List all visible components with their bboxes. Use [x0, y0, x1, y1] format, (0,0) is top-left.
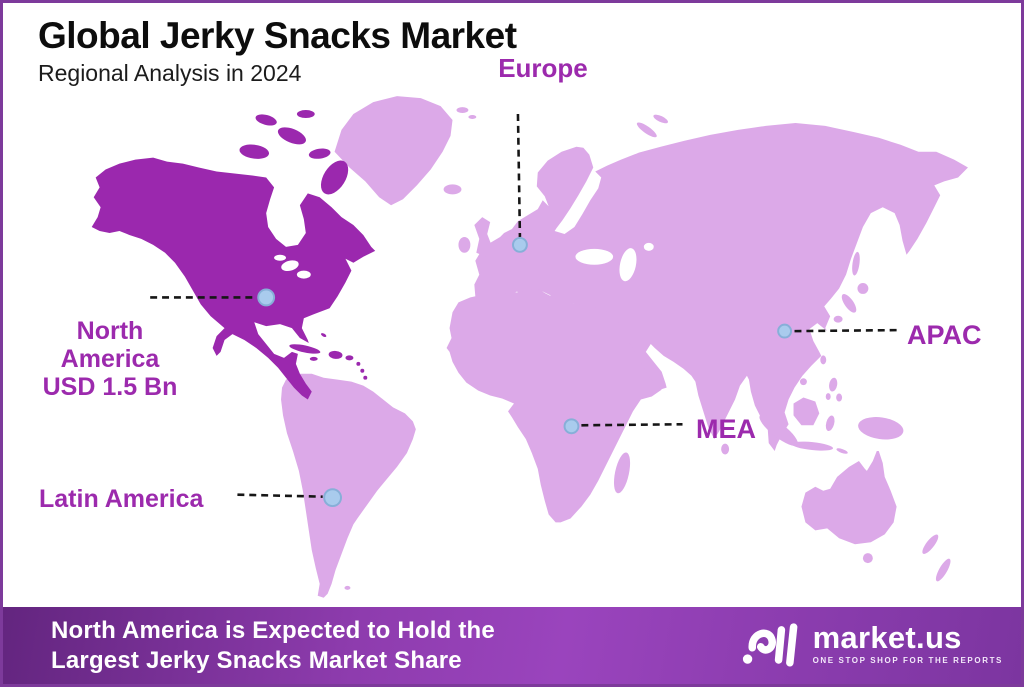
- header: Global Jerky Snacks Market Regional Anal…: [38, 15, 517, 87]
- region-europe-asia: [458, 114, 968, 455]
- region-label-north-america-line2: America: [60, 345, 160, 373]
- latin-america-marker: [323, 488, 342, 508]
- mea-leader-line: [581, 422, 683, 427]
- region-label-apac: APAC: [907, 320, 982, 350]
- banner-caption-line1: North America is Expected to Hold the: [51, 617, 495, 644]
- region-label-north-america-line1: North: [76, 317, 144, 345]
- apac-marker: [777, 323, 793, 339]
- marketus-logo: market.us ONE STOP SHOP FOR THE REPORTS: [741, 617, 1003, 671]
- bottom-banner: North America is Expected to Hold the La…: [3, 607, 1021, 684]
- apac-leader-line: [794, 328, 897, 333]
- region-latin-america-landmass: [281, 373, 416, 598]
- banner-caption-line2: Largest Jerky Snacks Market Share: [51, 647, 462, 674]
- latin-america-leader-line: [237, 493, 323, 498]
- region-africa: [446, 287, 662, 523]
- mea-marker: [563, 418, 580, 435]
- region-label-europe: Europe: [498, 53, 588, 83]
- page-subtitle: Regional Analysis in 2024: [38, 60, 302, 86]
- region-oceania: [759, 397, 951, 582]
- marketus-tagline: ONE STOP SHOP FOR THE REPORTS: [812, 656, 1003, 665]
- world-map: [91, 96, 968, 598]
- banner-caption: North America is Expected to Hold the La…: [51, 616, 495, 676]
- europe-leader-line: [516, 114, 522, 237]
- marketus-logo-icon: [742, 623, 797, 667]
- marketus-brand: market.us: [812, 620, 962, 655]
- region-label-mea: MEA: [696, 414, 756, 444]
- region-north-america-landmass: [91, 110, 376, 400]
- region-label-latin-america: Latin America: [39, 485, 204, 513]
- region-label-north-america-value: USD 1.5 Bn: [42, 373, 178, 401]
- europe-marker: [511, 236, 528, 253]
- page-title: Global Jerky Snacks Market: [38, 15, 517, 56]
- region-greenland: [334, 96, 477, 206]
- region-label-north-america: North America USD 1.5 Bn: [30, 317, 190, 401]
- north-america-marker: [257, 288, 276, 307]
- marketus-logo-text: market.us ONE STOP SHOP FOR THE REPORTS: [812, 620, 1003, 665]
